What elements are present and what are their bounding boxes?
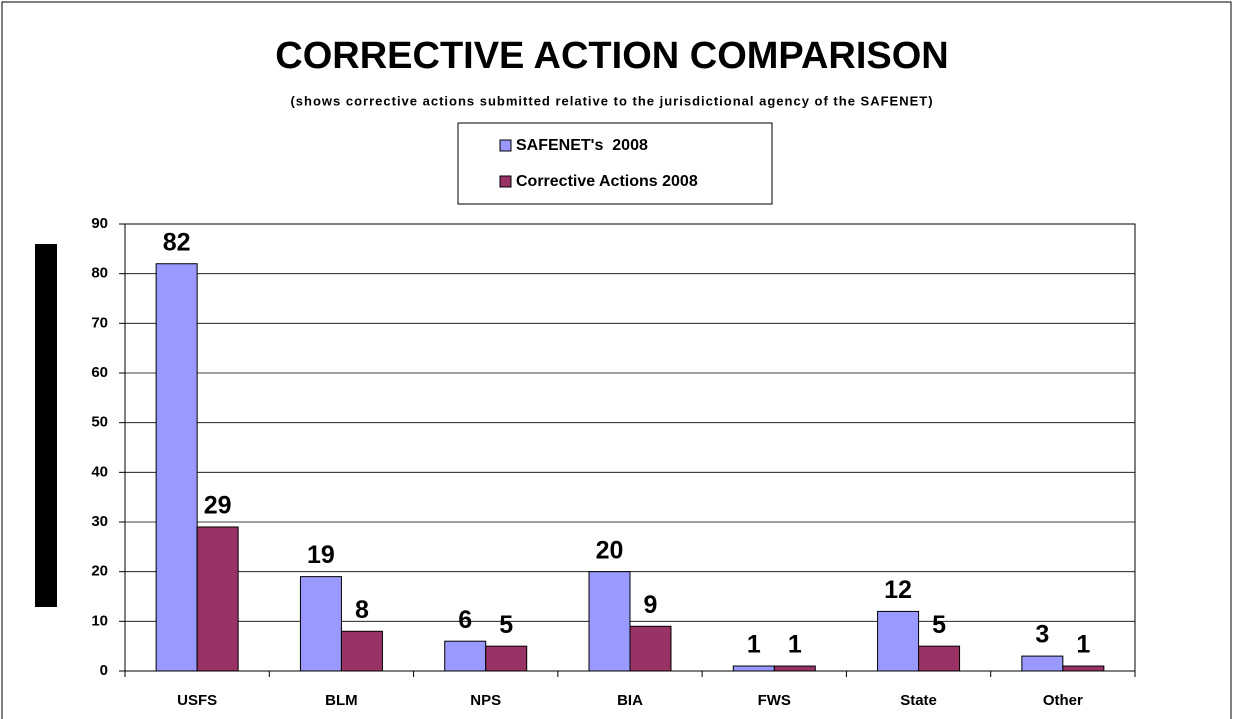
x-tick-label: BLM <box>325 692 358 709</box>
data-label: 5 <box>932 611 946 639</box>
data-label: 5 <box>499 611 513 639</box>
y-tick-label: 0 <box>100 662 108 679</box>
legend-swatch <box>499 139 512 152</box>
x-tick-label: USFS <box>177 692 217 709</box>
y-tick-label: 90 <box>91 215 108 232</box>
chart-title: CORRECTIVE ACTION COMPARISON <box>275 35 948 77</box>
data-label: 1 <box>1076 631 1090 659</box>
data-label: 29 <box>204 492 232 520</box>
x-tick-label: State <box>900 692 937 709</box>
bar <box>155 263 198 672</box>
chart-subtitle: (shows corrective actions submitted rela… <box>290 93 933 108</box>
data-label: 20 <box>596 536 624 564</box>
data-label: 3 <box>1035 621 1049 649</box>
x-tick-label: NPS <box>470 692 501 709</box>
y-tick-label: 40 <box>91 463 108 480</box>
y-tick-label: 80 <box>91 265 108 282</box>
y-tick-label: 20 <box>91 563 108 580</box>
y-tick-label: 10 <box>91 612 108 629</box>
y-tick-label: 30 <box>91 513 108 530</box>
legend-box <box>457 122 773 205</box>
data-label: 82 <box>163 228 191 256</box>
data-label: 6 <box>458 606 472 634</box>
bar <box>1021 655 1064 672</box>
legend-swatch <box>499 175 512 188</box>
bar <box>444 640 487 672</box>
y-tick-label: 60 <box>91 364 108 381</box>
legend-label: Corrective Actions 2008 <box>516 173 698 190</box>
bar <box>588 571 631 672</box>
y-tick-label: 70 <box>91 314 108 331</box>
x-tick-label: Other <box>1043 692 1083 709</box>
data-label: 8 <box>355 596 369 624</box>
bar <box>629 625 672 672</box>
x-tick-label: BIA <box>617 692 643 709</box>
data-label: 1 <box>747 631 761 659</box>
bar <box>773 665 816 672</box>
bar <box>732 665 775 672</box>
bar <box>299 576 342 672</box>
data-label: 1 <box>788 631 802 659</box>
bar <box>196 526 239 672</box>
data-label: 9 <box>644 591 658 619</box>
x-tick-label: FWS <box>758 692 791 709</box>
bar <box>340 630 383 672</box>
legend-label: SAFENET's 2008 <box>516 137 648 154</box>
bar <box>918 645 961 672</box>
y-tick-label: 50 <box>91 414 108 431</box>
data-label: 19 <box>307 541 335 569</box>
data-label: 12 <box>884 576 912 604</box>
bar <box>1062 665 1105 672</box>
axis-title-block <box>35 244 57 607</box>
bar <box>877 610 920 672</box>
bar <box>485 645 528 672</box>
